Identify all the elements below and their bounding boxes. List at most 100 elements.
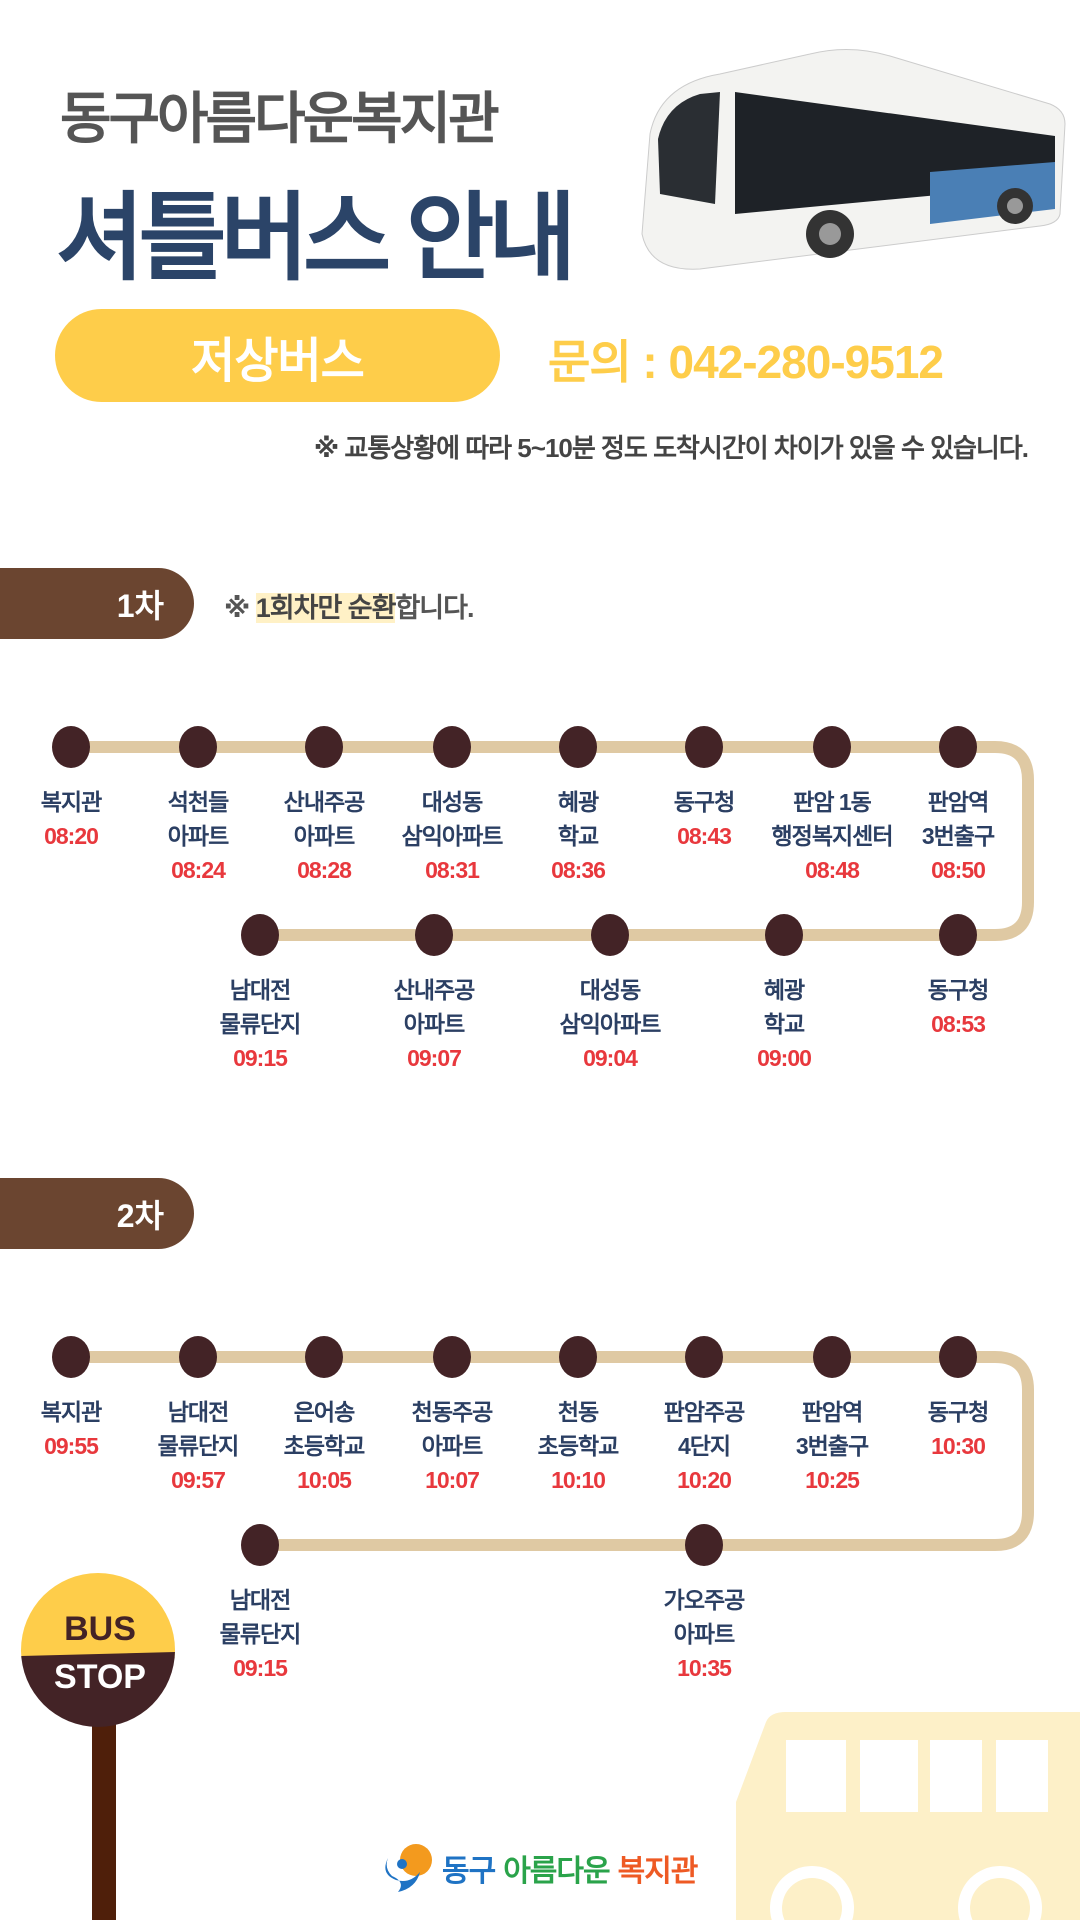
stop-name: 아파트 [403,1011,465,1037]
stop-dot [685,1336,723,1378]
stop-label: 동구청 08:43 [624,785,784,853]
stop-name: 삼익아파트 [401,823,504,849]
note-suffix: 합니다. [395,593,474,623]
stop-name: 동구청 [927,977,989,1003]
stop-dot [939,726,977,768]
stop-name: 초등학교 [283,1433,366,1459]
note-highlight: 1회차만 순환 [255,593,396,623]
stop-label: 혜광 학교 08:36 [498,785,658,887]
route-line [71,741,1034,941]
stop-time: 10:07 [425,1467,480,1493]
stop-dot [591,914,629,956]
stop-time: 08:28 [297,857,352,883]
stop-time: 08:48 [805,857,860,883]
stop-label: 판암 1동 행정복지센터 08:48 [752,785,912,887]
stop-label: 혜광 학교 09:00 [704,973,864,1075]
stop-name: 천동주공 [411,1399,494,1425]
stop-dot [52,726,90,768]
stop-time: 10:20 [677,1467,732,1493]
stop-name: 천동 [557,1399,599,1425]
stop-time: 10:35 [677,1655,732,1681]
stop-name: 남대전 [229,1587,291,1613]
stop-time: 09:04 [583,1045,638,1071]
traffic-notice: ※ 교통상황에 따라 5~10분 정도 도착시간이 차이가 있을 수 있습니다. [313,433,1029,463]
stop-name: 산내주공 [393,977,476,1003]
stop-name: 4단지 [677,1433,731,1459]
stop-label: 대성동 삼익아파트 08:31 [372,785,532,887]
stop-label: 남대전 물류단지 09:57 [118,1395,278,1497]
stop-name: 아파트 [421,1433,483,1459]
stop-label: 은어송 초등학교 10:05 [244,1395,404,1497]
stop-time: 09:15 [233,1045,288,1071]
stop-name: 학교 [557,823,599,849]
stop-dot [765,914,803,956]
stop-name: 복지관 [40,1399,102,1425]
footer-logo: 동구 아름다운 복지관 [380,1842,699,1894]
stop-time: 09:57 [171,1467,226,1493]
stop-dot [685,1524,723,1566]
route-1-tab: 1차 [0,568,194,639]
bus-stop-top-text: BUS [64,1610,136,1648]
stop-dot [179,1336,217,1378]
stop-dot [433,726,471,768]
stop-dot [813,726,851,768]
stop-label: 산내주공 아파트 09:07 [354,973,514,1075]
stop-label: 대성동 삼익아파트 09:04 [530,973,690,1075]
stop-name: 동구청 [927,1399,989,1425]
stop-label: 복지관 09:55 [0,1395,151,1463]
stop-label: 석천들 아파트 08:24 [118,785,278,887]
org-name: 동구아름다운복지관 [60,87,500,150]
stop-dot [241,914,279,956]
route-line [71,1351,1034,1551]
stop-dot [939,1336,977,1378]
stop-time: 10:30 [931,1433,986,1459]
logo-text-bokjigwan: 복지관 [617,1855,699,1888]
stop-dot [559,1336,597,1378]
page-title: 셔틀버스 안내 [56,185,577,292]
stop-label: 판암역 3번출구 08:50 [878,785,1038,887]
stop-dot [685,726,723,768]
logo-text-areumdaun: 아름다운 [503,1855,610,1888]
stop-label: 판암주공 4단지 10:20 [624,1395,784,1497]
stop-time: 09:00 [757,1045,812,1071]
stop-dot [305,1336,343,1378]
stop-dot [179,726,217,768]
stop-name: 판암역 [801,1399,863,1425]
stop-name: 3번출구 [795,1433,869,1459]
stop-name: 물류단지 [219,1621,302,1647]
stop-time: 10:05 [297,1467,352,1493]
stop-name: 아파트 [673,1621,735,1647]
stop-name: 물류단지 [219,1011,302,1037]
contact-phone: 문의 : 042-280-9512 [548,336,944,388]
stop-time: 08:36 [551,857,606,883]
stop-name: 복지관 [40,789,102,815]
stop-time: 08:24 [171,857,226,883]
stop-name: 판암주공 [663,1399,746,1425]
stop-dot [241,1524,279,1566]
bus-photo [641,49,1066,270]
stop-dot [939,914,977,956]
stop-name: 가오주공 [663,1587,746,1613]
stop-time: 09:55 [44,1433,99,1459]
stop-time: 08:43 [677,823,732,849]
stop-name: 산내주공 [283,789,366,815]
stop-name: 남대전 [229,977,291,1003]
stop-name: 아파트 [167,823,229,849]
stop-dot [305,726,343,768]
stop-dot [415,914,453,956]
stop-name: 3번출구 [921,823,995,849]
stop-time: 08:31 [425,857,480,883]
stop-time: 08:53 [931,1011,986,1037]
stop-label: 복지관 08:20 [0,785,151,853]
bus-stop-bottom-text: STOP [54,1658,146,1696]
stop-time: 08:50 [931,857,986,883]
stop-name: 학교 [763,1011,805,1037]
stop-dot [559,726,597,768]
stop-label: 판암역 3번출구 10:25 [752,1395,912,1497]
stop-name: 판암역 [927,789,989,815]
stop-label: 동구청 10:30 [878,1395,1038,1463]
stop-dot [52,1336,90,1378]
